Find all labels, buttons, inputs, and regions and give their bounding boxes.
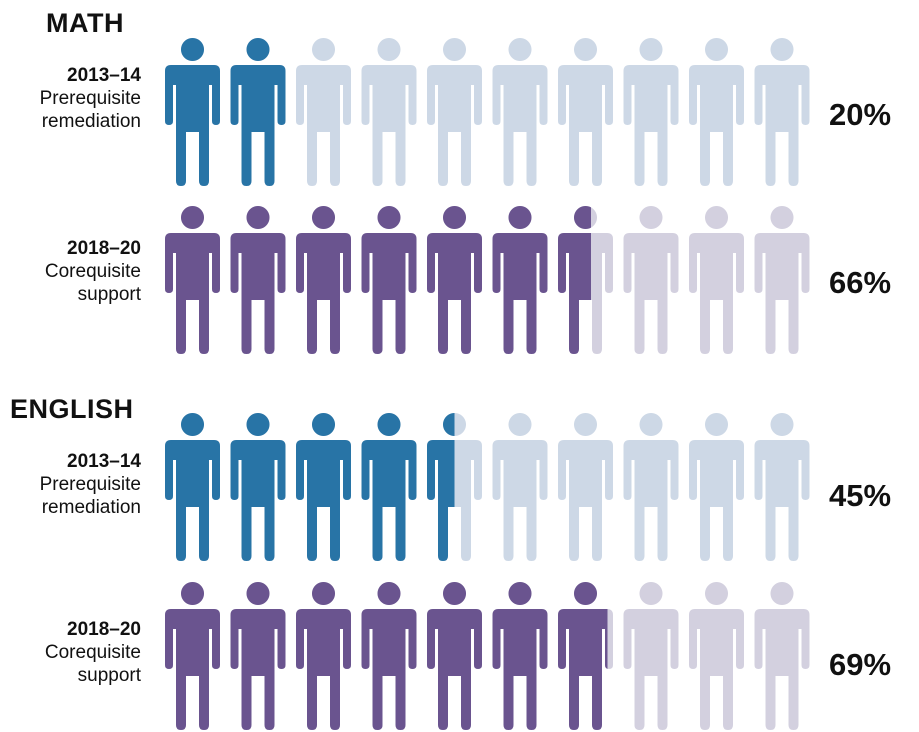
- person-icon: [296, 206, 351, 354]
- row-label-math-2018: 2018–20 Corequisite support: [0, 237, 141, 306]
- row-year: 2018–20: [67, 238, 141, 259]
- value-label-math-2018: 66%: [829, 265, 892, 300]
- person-icon: [361, 413, 417, 561]
- person-icon: [492, 206, 548, 354]
- person-icon: [361, 582, 417, 730]
- row-label-line: support: [77, 665, 141, 686]
- person-icon: [230, 582, 286, 730]
- row-label-line: Prerequisite: [39, 474, 141, 495]
- row-label-line: Prerequisite: [39, 88, 141, 109]
- person-icon-fill: [165, 206, 220, 354]
- person-icon-fill: [427, 582, 482, 730]
- person-icon-fill: [492, 206, 548, 354]
- person-icon: [296, 582, 351, 730]
- person-icon-fill: [427, 413, 455, 561]
- value-label-english-2013: 45%: [829, 478, 892, 513]
- person-icon-fill: [230, 413, 286, 561]
- row-label-line: Corequisite: [44, 261, 141, 282]
- person-icon: [754, 206, 810, 354]
- person-icon: [689, 38, 744, 186]
- row-label-line: support: [77, 284, 141, 305]
- person-icon: [689, 206, 744, 354]
- person-icon: [754, 413, 810, 561]
- person-icon-fill: [361, 206, 417, 354]
- person-icon: [689, 413, 744, 561]
- person-icon-fill: [427, 206, 482, 354]
- person-icon-fill: [165, 582, 220, 730]
- person-icon-fill: [296, 206, 351, 354]
- person-icon: [492, 413, 548, 561]
- person-icon-fill: [558, 582, 608, 730]
- row-label-english-2018: 2018–20 Corequisite support: [0, 618, 141, 687]
- value-label-math-2013: 20%: [829, 97, 892, 132]
- person-icon-fill: [361, 413, 417, 561]
- person-icon: [230, 413, 286, 561]
- section-title-math: MATH: [46, 8, 124, 38]
- section-title-english: ENGLISH: [10, 394, 134, 424]
- person-icon: [623, 413, 679, 561]
- row-label-line: remediation: [41, 497, 141, 518]
- person-icon: [361, 38, 417, 186]
- person-icon: [165, 206, 220, 354]
- person-icon-fill: [165, 38, 220, 186]
- person-icon-fill: [558, 206, 591, 354]
- person-icon: [623, 38, 679, 186]
- person-icon: [558, 582, 613, 730]
- person-icon: [427, 38, 482, 186]
- row-label-line: remediation: [41, 111, 141, 132]
- person-icon: [492, 582, 548, 730]
- person-icon-fill: [230, 582, 286, 730]
- person-icon: [689, 582, 744, 730]
- person-icon: [296, 413, 351, 561]
- person-icon-fill: [230, 38, 286, 186]
- row-year: 2013–14: [67, 451, 141, 472]
- person-icon-fill: [296, 413, 351, 561]
- value-label-english-2018: 69%: [829, 647, 892, 682]
- person-icon: [427, 206, 482, 354]
- person-icon: [427, 413, 482, 561]
- person-icon-fill: [165, 413, 220, 561]
- person-icon: [361, 206, 417, 354]
- person-icon: [623, 206, 679, 354]
- person-icon: [492, 38, 548, 186]
- row-label-english-2013: 2013–14 Prerequisite remediation: [0, 450, 141, 519]
- person-icon-fill: [296, 582, 351, 730]
- row-label-line: Corequisite: [44, 642, 141, 663]
- person-icon: [165, 582, 220, 730]
- person-icon: [165, 38, 220, 186]
- person-icon-fill: [361, 582, 417, 730]
- person-icon: [427, 582, 482, 730]
- person-icon: [558, 206, 613, 354]
- person-icon-fill: [492, 582, 548, 730]
- person-icon: [754, 38, 810, 186]
- person-icon: [165, 413, 220, 561]
- person-icon: [623, 582, 679, 730]
- row-year: 2013–14: [67, 65, 141, 86]
- person-icon-fill: [230, 206, 286, 354]
- row-label-math-2013: 2013–14 Prerequisite remediation: [0, 64, 141, 133]
- row-year: 2018–20: [67, 619, 141, 640]
- person-icon: [558, 413, 613, 561]
- person-icon: [230, 38, 286, 186]
- person-icon: [296, 38, 351, 186]
- person-icon: [754, 582, 810, 730]
- person-icon: [558, 38, 613, 186]
- person-icon: [230, 206, 286, 354]
